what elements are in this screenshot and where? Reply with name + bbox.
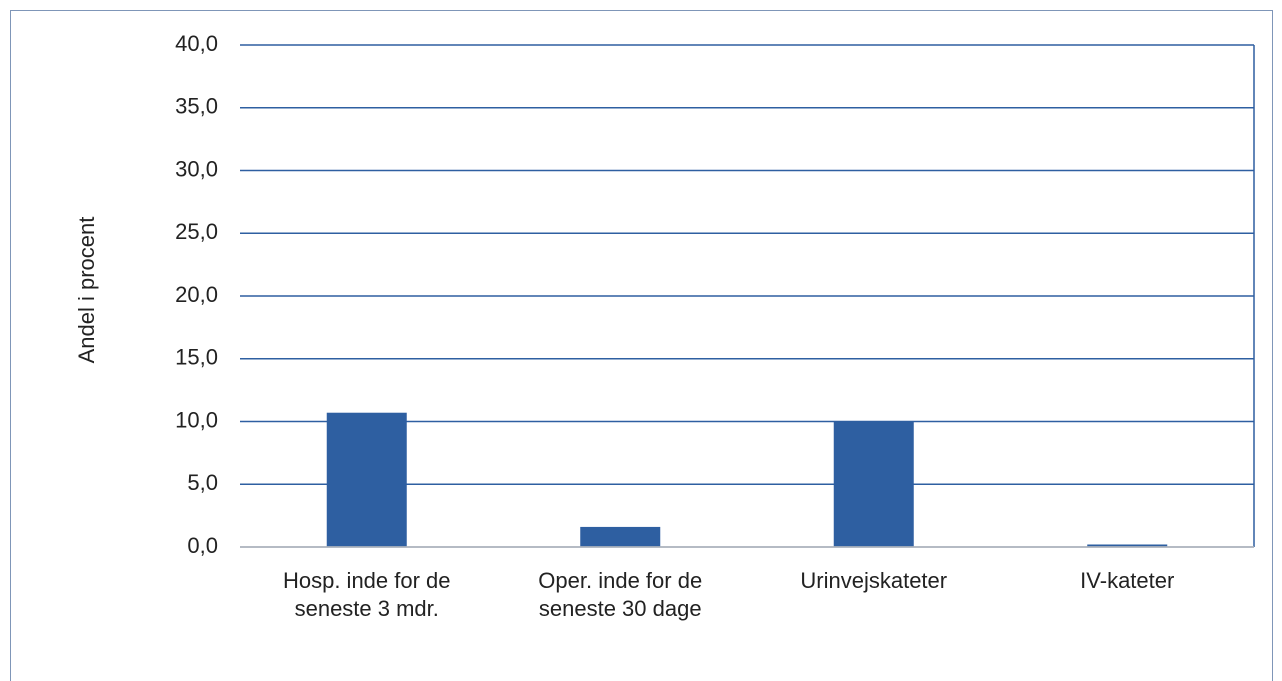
y-tick-label: 5,0 xyxy=(187,470,218,495)
chart-border xyxy=(10,10,1273,681)
y-tick-label: 25,0 xyxy=(175,219,218,244)
x-tick-label: Oper. inde for de seneste 30 dage xyxy=(538,568,703,621)
bar xyxy=(326,412,407,547)
y-tick-label: 35,0 xyxy=(175,94,218,119)
y-tick-label: 15,0 xyxy=(175,345,218,370)
y-tick-label: 40,0 xyxy=(175,31,218,56)
y-tick-label: 10,0 xyxy=(175,407,218,432)
bar xyxy=(833,421,914,547)
y-tick-label: 30,0 xyxy=(175,156,218,181)
bar xyxy=(1087,544,1168,547)
x-tick-label: Urinvejskateter xyxy=(800,568,948,593)
x-tick-label: Hosp. inde for de seneste 3 mdr. xyxy=(282,568,451,621)
y-tick-label: 0,0 xyxy=(187,533,218,558)
y-tick-label: 20,0 xyxy=(175,282,218,307)
bar xyxy=(580,526,661,547)
x-tick-label: IV-kateter xyxy=(1080,568,1175,593)
y-axis-title: Andel i procent xyxy=(74,217,99,364)
